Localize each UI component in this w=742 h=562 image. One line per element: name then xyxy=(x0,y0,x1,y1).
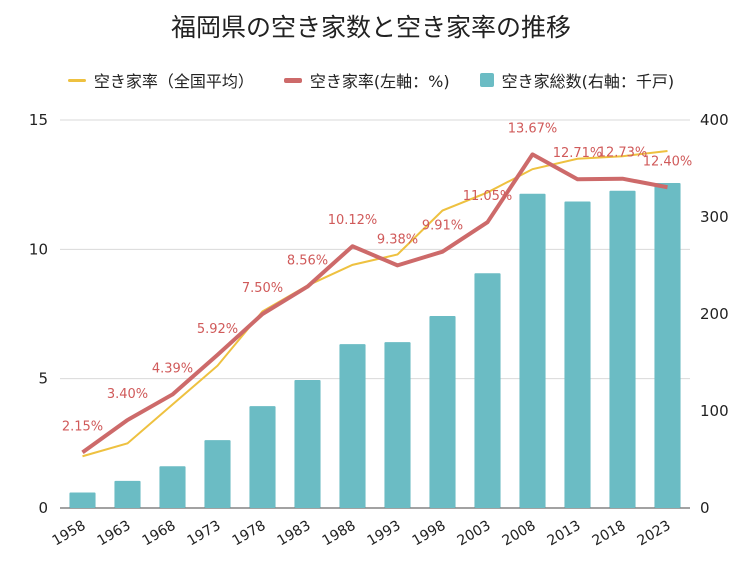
data-label-1963: 3.40% xyxy=(107,387,148,402)
x-tick-label-1998: 1998 xyxy=(410,518,449,550)
bar-1978 xyxy=(249,406,276,508)
bar-2018 xyxy=(609,190,636,508)
data-label-1998: 9.91% xyxy=(422,219,463,234)
x-tick-label-2003: 2003 xyxy=(455,518,494,550)
bar-2023 xyxy=(654,183,681,509)
y-right-tick-label: 300 xyxy=(700,208,729,226)
data-label-1958: 2.15% xyxy=(62,419,103,434)
data-label-2018: 12.73% xyxy=(598,146,648,161)
bar-1988 xyxy=(339,344,366,508)
x-tick-label-1988: 1988 xyxy=(320,518,359,550)
y-right-tick-label: 100 xyxy=(700,402,729,420)
y-right-tick-label: 200 xyxy=(700,305,729,323)
y-left-tick-label: 10 xyxy=(29,240,48,258)
legend-item-vacancy-rate: 空き家率(左軸：%) xyxy=(283,68,450,92)
data-label-1983: 8.56% xyxy=(287,254,328,269)
legend-label-vacancy-rate: 空き家率(左軸：%) xyxy=(309,72,450,91)
bar-1963 xyxy=(114,480,141,508)
y-right-tick-label: 0 xyxy=(700,499,710,517)
legend-swatch-vacant-houses xyxy=(479,73,494,87)
line-national-rate xyxy=(82,150,668,458)
bar-1998 xyxy=(429,315,456,508)
data-label-1988: 10.12% xyxy=(328,213,378,228)
x-tick-label-2013: 2013 xyxy=(545,518,584,550)
legend-item-national-rate: 空き家率（全国平均） xyxy=(67,68,254,92)
y-left-tick-label: 5 xyxy=(38,370,48,388)
bar-1958 xyxy=(69,492,96,508)
legend-swatch-vacancy-rate xyxy=(283,77,302,83)
data-label-2008: 13.67% xyxy=(508,121,558,136)
chart-title: 福岡県の空き家数と空き家率の推移 xyxy=(170,13,571,42)
x-tick-label-1973: 1973 xyxy=(185,518,224,550)
data-label-1993: 9.38% xyxy=(377,232,418,247)
x-tick-label-2023: 2023 xyxy=(635,518,674,550)
x-tick-label-1958: 1958 xyxy=(50,518,89,550)
x-tick-label-2018: 2018 xyxy=(590,518,629,550)
legend-label-vacant-houses: 空き家総数(右軸：千戸) xyxy=(501,72,675,91)
x-tick-label-1978: 1978 xyxy=(230,518,269,550)
x-tick-label-1983: 1983 xyxy=(275,518,314,550)
bar-2013 xyxy=(564,201,591,509)
x-tick-label-1963: 1963 xyxy=(95,518,134,550)
y-right-tick-label: 400 xyxy=(700,111,729,129)
data-label-2023: 12.40% xyxy=(643,154,693,169)
data-label-2003: 11.05% xyxy=(463,189,513,204)
line-vacancy-rate xyxy=(81,152,668,455)
legend-swatch-national-rate xyxy=(67,78,86,82)
data-label-1973: 5.92% xyxy=(197,322,238,337)
x-tick-label-1968: 1968 xyxy=(140,518,179,550)
x-tick-label-2008: 2008 xyxy=(500,518,539,550)
y-left-tick-label: 0 xyxy=(38,499,48,517)
bar-1973 xyxy=(204,440,231,508)
bar-1993 xyxy=(384,342,411,508)
legend-item-vacant-houses: 空き家総数(右軸：千戸) xyxy=(479,68,675,92)
y-left-tick-label: 15 xyxy=(29,111,48,129)
data-label-1968: 4.39% xyxy=(152,361,193,376)
legend: 空き家率（全国平均） 空き家率(左軸：%) 空き家総数(右軸：千戸) xyxy=(0,68,742,92)
data-label-2013: 12.71% xyxy=(553,146,603,161)
x-tick-label-1993: 1993 xyxy=(365,518,404,550)
data-label-1978: 7.50% xyxy=(242,281,283,296)
bar-2003 xyxy=(474,273,501,508)
bar-2008 xyxy=(519,193,546,508)
bar-1968 xyxy=(159,466,186,508)
legend-label-national-rate: 空き家率（全国平均） xyxy=(93,72,254,91)
bar-1983 xyxy=(294,379,321,508)
